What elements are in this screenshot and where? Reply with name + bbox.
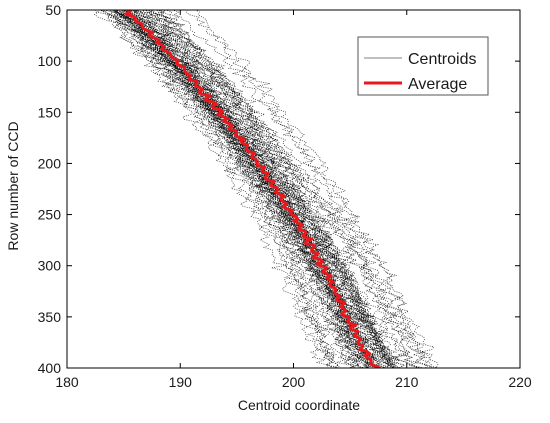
series-centroids: [94, 10, 440, 368]
centroid-trace: [123, 10, 375, 368]
centroid-trace: [171, 10, 440, 368]
centroid-trace: [115, 10, 371, 368]
y-tick-label: 250: [38, 207, 62, 223]
centroid-trace: [124, 10, 404, 368]
y-tick-label: 200: [38, 155, 62, 171]
centroid-trace: [109, 10, 363, 368]
centroid-trace: [140, 10, 360, 368]
centroid-trace: [194, 10, 434, 368]
centroid-trace: [134, 10, 338, 368]
centroid-trace: [99, 10, 338, 368]
centroid-trace: [133, 10, 406, 368]
centroid-trace: [149, 10, 432, 368]
centroid-trace: [94, 10, 329, 368]
centroid-trace: [142, 10, 394, 368]
centroid-trace: [97, 10, 341, 368]
centroid-trace: [186, 10, 419, 368]
centroid-trace: [126, 10, 379, 368]
y-tick-label: 100: [38, 53, 62, 69]
x-axis-title: Centroid coordinate: [238, 397, 360, 413]
centroid-trace: [120, 10, 370, 368]
centroid-trace: [138, 10, 430, 368]
centroid-trace: [155, 10, 401, 368]
centroid-trace: [128, 10, 382, 368]
centroid-trace: [113, 10, 356, 368]
legend-label-average: Average: [408, 76, 467, 93]
centroid-trace: [100, 10, 379, 368]
centroid-trace: [148, 10, 398, 368]
x-tick-label: 210: [395, 374, 419, 390]
centroid-trace: [111, 10, 375, 368]
y-tick-label: 300: [38, 258, 62, 274]
x-tick-label: 200: [282, 374, 306, 390]
centroid-trace: [109, 10, 380, 368]
y-tick-label: 400: [38, 360, 62, 376]
centroid-trace: [112, 10, 356, 368]
centroid-trace: [125, 10, 375, 368]
legend-label-centroids: Centroids: [408, 51, 476, 68]
y-tick-label: 50: [45, 2, 61, 18]
centroid-trace: [156, 10, 420, 368]
x-tick-label: 220: [508, 374, 532, 390]
series-average-line: [124, 10, 381, 368]
centroid-trace: [113, 10, 376, 368]
y-tick-label: 150: [38, 104, 62, 120]
centroid-trace: [94, 10, 370, 368]
legend-box: [357, 36, 489, 96]
plot-area: [94, 10, 440, 368]
centroid-trace: [134, 10, 364, 368]
centroid-trace: [107, 10, 400, 368]
x-tick-label: 190: [169, 374, 193, 390]
centroid-trace: [113, 10, 390, 368]
centroid-trace: [130, 10, 379, 368]
centroid-trace: [124, 10, 371, 368]
x-tick-label: 180: [55, 374, 79, 390]
axes: 180 190 200 210 220 50 100 150 200 250 300 350 400: [38, 2, 532, 390]
centroid-trace: [143, 10, 438, 368]
y-tick-label: 350: [38, 309, 62, 325]
centroid-trace: [145, 10, 354, 368]
centroid-trace: [147, 10, 393, 368]
centroid-trace: [100, 10, 376, 368]
centroid-trace: [161, 10, 390, 368]
centroid-trace: [118, 10, 380, 368]
legend: Centroids Average: [357, 36, 489, 96]
y-axis-title: Row number of CCD: [5, 121, 21, 250]
